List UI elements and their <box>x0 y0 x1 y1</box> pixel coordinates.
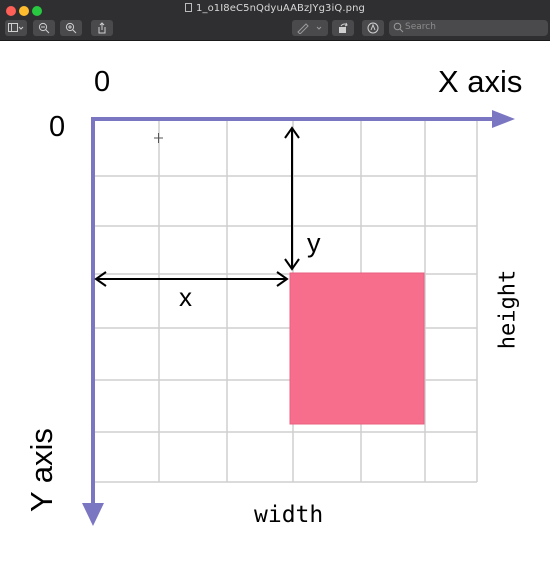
y-offset-arrow <box>284 126 300 271</box>
search-icon <box>393 22 404 33</box>
zoom-out-icon <box>38 22 50 34</box>
markup-icon <box>367 22 379 34</box>
share-button[interactable] <box>91 20 113 36</box>
y-axis-arrow <box>82 117 104 526</box>
crosshair-cursor <box>154 133 163 143</box>
origin-y-label: 0 <box>49 111 66 143</box>
height-label: height <box>495 269 521 350</box>
minimize-window-button[interactable] <box>19 6 29 16</box>
coordinate-figure <box>82 110 515 526</box>
pink-rectangle <box>289 272 425 425</box>
x-axis-label: X axis <box>438 64 523 99</box>
rotate-icon <box>339 22 348 33</box>
y-axis-label: Y axis <box>24 428 59 512</box>
window-title-text: 1_o1I8eC5nQdyuAABzJYg3iQ.png <box>196 3 365 14</box>
image-canvas: 0 0 X axis Y axis y x width height <box>0 41 550 585</box>
window-titlebar: 1_o1I8eC5nQdyuAABzJYg3iQ.png Search <box>0 0 550 41</box>
zoom-in-button[interactable] <box>60 20 82 36</box>
zoom-in-icon <box>65 22 77 34</box>
close-window-button[interactable] <box>6 6 16 16</box>
search-placeholder: Search <box>405 22 436 32</box>
search-field[interactable]: Search <box>389 20 548 36</box>
share-icon <box>98 22 106 34</box>
zoom-window-button[interactable] <box>32 6 42 16</box>
zoom-out-button[interactable] <box>33 20 55 36</box>
width-label: width <box>254 502 324 528</box>
markup-toolbar-button[interactable] <box>362 20 384 36</box>
window-title: 1_o1I8eC5nQdyuAABzJYg3iQ.png <box>0 3 550 14</box>
x-offset-arrow <box>94 271 289 287</box>
rotate-button[interactable] <box>332 20 354 36</box>
sidebar-toggle-button[interactable] <box>5 20 27 36</box>
origin-x-label: 0 <box>94 66 111 98</box>
x-axis-arrow <box>92 110 515 128</box>
document-icon <box>185 3 193 12</box>
y-offset-label: y <box>307 228 321 258</box>
markup-pen-button[interactable] <box>292 20 328 36</box>
x-offset-label: x <box>179 282 192 312</box>
sidebar-icon <box>8 23 24 32</box>
pen-icon <box>297 23 322 34</box>
